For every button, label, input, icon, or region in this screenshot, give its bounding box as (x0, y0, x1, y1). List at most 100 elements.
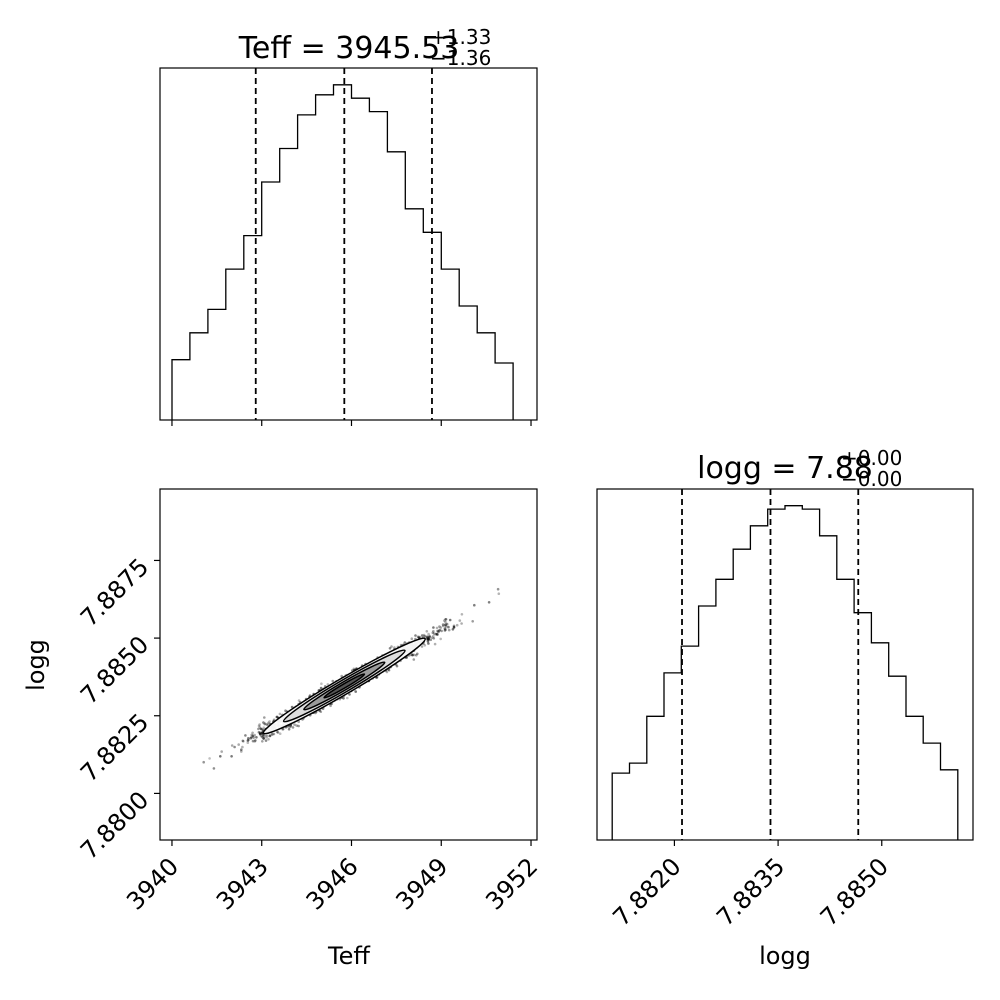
scatter-point (390, 645, 393, 648)
scatter-point (220, 750, 223, 753)
scatter-point (262, 726, 266, 729)
teff-histogram (171, 68, 514, 420)
scatter-point (267, 738, 270, 741)
scatter-point (395, 664, 399, 668)
scatter-point (329, 704, 332, 708)
scatter-point (241, 745, 244, 749)
scatter-point (251, 739, 255, 743)
teff-logg-scatter-panel: 3940 3943 3946 3949 3952 7.88007.88257.88507… (22, 488, 543, 970)
logg-histogram-xlabel: logg (759, 942, 811, 970)
scatter-point (412, 658, 416, 661)
scatter-point (326, 683, 330, 686)
teff-histogram-xticks (171, 420, 532, 426)
scatter-point (297, 720, 301, 724)
scatter-point (268, 720, 271, 723)
scatter-point (432, 629, 435, 633)
scatter-point (244, 734, 247, 737)
scatter-point (259, 727, 263, 731)
logg-histogram (611, 489, 959, 840)
scatter-point (425, 637, 429, 641)
scatter-point (416, 635, 420, 639)
scatter-point (403, 641, 407, 644)
scatter-point (425, 630, 429, 633)
scatter-point (253, 740, 256, 743)
scatter-point (258, 726, 262, 729)
scatter-point (262, 737, 266, 740)
scatter-point (230, 755, 233, 758)
scatter-point (246, 739, 250, 742)
scatter-point (439, 626, 443, 629)
scatter-point (426, 637, 430, 641)
logg-title-base: logg = 7.88 (697, 451, 873, 486)
scatter-point (413, 653, 416, 657)
histogram-step-line (611, 505, 959, 840)
scatter-point (237, 743, 240, 746)
scatter-point (422, 633, 426, 637)
xtick-label: 3949 (391, 852, 454, 915)
scatter-point (320, 682, 323, 685)
scatter-point (264, 739, 268, 742)
scatter-point (444, 618, 447, 621)
teff-title-base: Teff = 3945.53 (238, 31, 460, 66)
scatter-point (426, 635, 429, 638)
scatter-point (496, 587, 500, 591)
scatter-ylabel: logg (22, 639, 50, 691)
scatter-frame (159, 488, 538, 841)
xtick-label: 7.8850 (815, 852, 894, 931)
scatter-point (219, 755, 222, 758)
ytick-label: 7.8875 (75, 553, 154, 632)
ytick-label: 7.8825 (75, 708, 154, 787)
scatter-point (293, 723, 296, 726)
scatter-point (262, 721, 265, 724)
teff-title: Teff = 3945.53 (238, 31, 460, 66)
scatter-point (352, 667, 356, 671)
scatter-point (275, 715, 279, 719)
scatter-point (289, 725, 293, 728)
scatter-point (284, 709, 287, 712)
contour-2 (282, 649, 406, 723)
scatter-point (423, 644, 427, 647)
scatter-point (444, 628, 447, 632)
density-grid (263, 638, 426, 734)
xtick-label: 7.8820 (607, 852, 686, 931)
scatter-point (426, 640, 430, 643)
scatter-point (441, 624, 445, 628)
scatter-point (427, 642, 430, 645)
scatter-point (290, 705, 294, 709)
scatter-point (447, 628, 451, 632)
scatter-point (432, 632, 436, 635)
scatter-point (436, 633, 439, 636)
scatter-point (436, 629, 439, 633)
scatter-point (410, 637, 414, 640)
scatter-point (268, 734, 272, 738)
scatter-point (251, 734, 255, 738)
scatter-point (297, 699, 301, 702)
logg-histogram-frame (596, 488, 974, 841)
scatter-point (340, 674, 344, 678)
scatter-point (443, 629, 447, 632)
scatter-point (252, 736, 255, 739)
scatter-point (414, 634, 417, 637)
scatter-point (432, 634, 435, 638)
density-contours (262, 637, 426, 735)
xtick-label: 7.8835 (711, 852, 790, 931)
scatter-point (423, 635, 427, 638)
scatter-point (435, 632, 439, 636)
scatter-point (427, 638, 431, 641)
scatter-point (444, 618, 448, 621)
scatter-point (439, 637, 443, 641)
scatter-point (432, 637, 436, 640)
scatter-point (411, 653, 414, 657)
scatter-point (471, 620, 475, 623)
scatter-point (242, 740, 245, 743)
scatter-point (263, 735, 267, 738)
logg-histogram-panel: logg = 7.88 +0.00 −0.00 7.8820 7.8835 7.88… (596, 446, 974, 970)
scatter-point (267, 721, 270, 725)
scatter-point (271, 733, 274, 736)
scatter-xlabel: Teff (327, 942, 370, 970)
scatter-point (278, 712, 282, 716)
contour-3 (262, 637, 426, 735)
logg-title: logg = 7.88 (697, 451, 873, 486)
